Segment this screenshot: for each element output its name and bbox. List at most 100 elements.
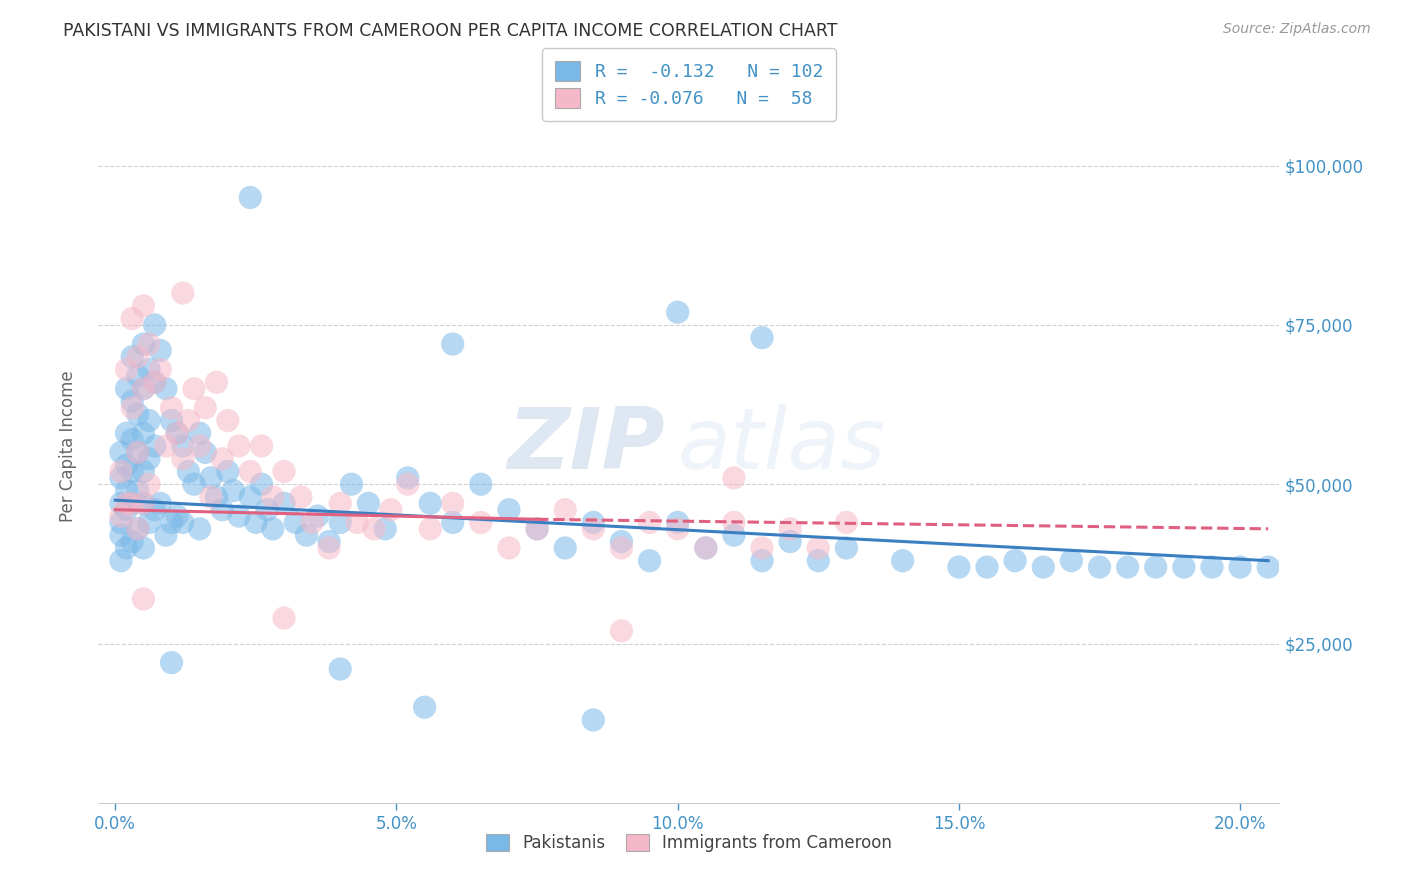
Point: [132, 382, 155, 396]
Point: [132, 465, 155, 479]
Point: [115, 458, 138, 472]
Point: [132, 496, 155, 510]
Point: [638, 554, 661, 568]
Point: [188, 439, 211, 453]
Point: [779, 522, 801, 536]
Point: [127, 483, 149, 498]
Point: [329, 496, 352, 510]
Point: [239, 490, 262, 504]
Point: [143, 318, 166, 332]
Point: [262, 490, 284, 504]
Point: [419, 522, 441, 536]
Point: [273, 611, 295, 625]
Point: [127, 445, 149, 459]
Text: atlas: atlas: [678, 404, 886, 488]
Point: [211, 451, 233, 466]
Point: [976, 560, 998, 574]
Point: [166, 509, 188, 524]
Point: [143, 439, 166, 453]
Point: [363, 522, 385, 536]
Point: [1257, 560, 1279, 574]
Point: [132, 382, 155, 396]
Point: [526, 522, 548, 536]
Point: [183, 477, 205, 491]
Point: [177, 465, 200, 479]
Point: [610, 534, 633, 549]
Point: [127, 368, 149, 383]
Point: [695, 541, 717, 555]
Point: [239, 190, 262, 204]
Point: [115, 382, 138, 396]
Point: [149, 362, 172, 376]
Point: [110, 496, 132, 510]
Point: [666, 305, 689, 319]
Point: [166, 426, 188, 441]
Point: [723, 516, 745, 530]
Y-axis label: Per Capita Income: Per Capita Income: [59, 370, 77, 522]
Point: [256, 502, 278, 516]
Point: [1201, 560, 1223, 574]
Point: [110, 528, 132, 542]
Point: [318, 534, 340, 549]
Point: [779, 534, 801, 549]
Point: [115, 426, 138, 441]
Point: [138, 451, 160, 466]
Point: [554, 541, 576, 555]
Point: [273, 496, 295, 510]
Point: [329, 516, 352, 530]
Point: [470, 477, 492, 491]
Point: [228, 509, 250, 524]
Point: [239, 465, 262, 479]
Point: [183, 382, 205, 396]
Point: [301, 516, 323, 530]
Point: [149, 496, 172, 510]
Point: [194, 445, 217, 459]
Point: [751, 541, 773, 555]
Point: [329, 662, 352, 676]
Point: [751, 554, 773, 568]
Point: [835, 516, 858, 530]
Point: [121, 496, 143, 510]
Point: [132, 337, 155, 351]
Point: [295, 528, 318, 542]
Point: [127, 407, 149, 421]
Point: [807, 554, 830, 568]
Point: [138, 516, 160, 530]
Point: [121, 394, 143, 409]
Point: [166, 426, 188, 441]
Point: [138, 413, 160, 427]
Point: [723, 471, 745, 485]
Point: [290, 490, 312, 504]
Point: [666, 522, 689, 536]
Point: [413, 700, 436, 714]
Point: [121, 534, 143, 549]
Point: [132, 541, 155, 555]
Point: [121, 465, 143, 479]
Point: [138, 477, 160, 491]
Point: [250, 477, 273, 491]
Point: [194, 401, 217, 415]
Point: [160, 516, 183, 530]
Point: [1229, 560, 1251, 574]
Point: [374, 522, 396, 536]
Point: [121, 311, 143, 326]
Point: [396, 477, 419, 491]
Point: [262, 522, 284, 536]
Point: [751, 331, 773, 345]
Point: [695, 541, 717, 555]
Point: [666, 516, 689, 530]
Point: [160, 413, 183, 427]
Point: [891, 554, 914, 568]
Text: PAKISTANI VS IMMIGRANTS FROM CAMEROON PER CAPITA INCOME CORRELATION CHART: PAKISTANI VS IMMIGRANTS FROM CAMEROON PE…: [63, 22, 838, 40]
Point: [228, 439, 250, 453]
Point: [610, 624, 633, 638]
Text: ZIP: ZIP: [508, 404, 665, 488]
Point: [138, 337, 160, 351]
Point: [554, 502, 576, 516]
Point: [307, 509, 329, 524]
Point: [346, 516, 368, 530]
Point: [132, 591, 155, 606]
Point: [638, 516, 661, 530]
Point: [380, 502, 402, 516]
Point: [357, 496, 380, 510]
